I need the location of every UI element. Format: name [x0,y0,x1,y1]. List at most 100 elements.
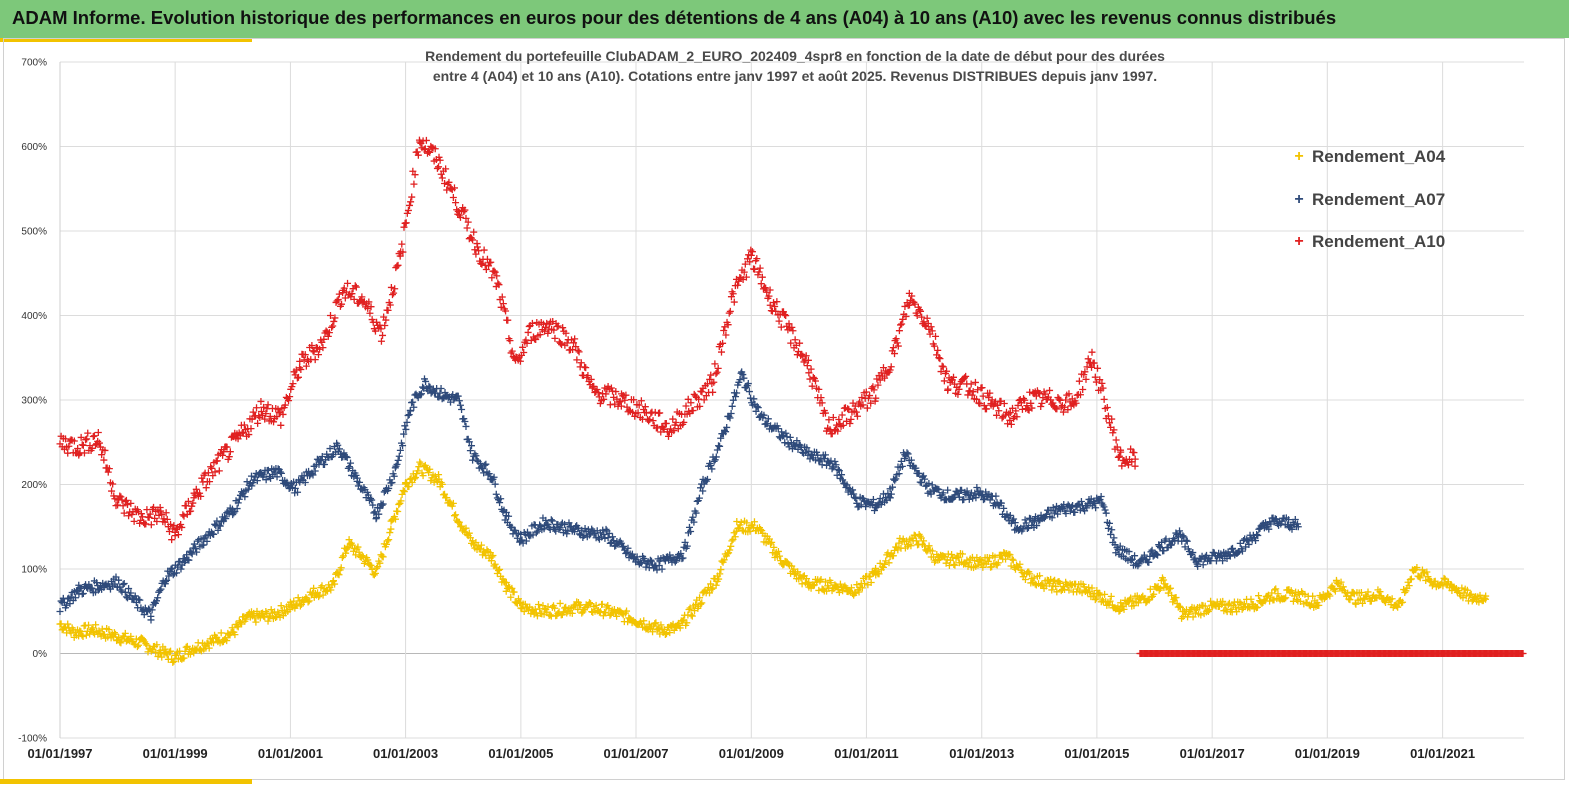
data-point [98,451,106,459]
data-point [405,411,413,419]
data-point [1021,576,1029,583]
data-point [216,522,224,530]
data-point [163,576,171,584]
data-point [1172,529,1180,537]
data-point [438,174,446,182]
data-point [145,605,153,613]
data-point [681,538,689,546]
data-point [435,393,443,401]
data-point [571,335,579,343]
data-point [677,549,685,557]
data-point [758,273,766,281]
data-point [105,465,113,473]
data-point [974,561,982,569]
data-point [886,494,894,502]
data-point [329,322,337,330]
data-point [720,556,728,564]
data-point [77,584,85,592]
data-point [1266,597,1274,605]
data-point [1199,561,1207,569]
data-point [997,499,1005,507]
data-point [487,258,495,266]
data-point [680,418,688,426]
data-point [977,492,985,500]
data-point [472,452,480,460]
data-point [1052,583,1060,591]
data-point [399,248,407,256]
data-point [886,366,894,374]
data-point [969,388,977,396]
data-point [484,471,492,479]
data-point [279,410,287,418]
data-point [755,268,763,276]
data-point [1158,538,1166,546]
data-point [789,327,797,335]
data-point [419,383,427,391]
data-point [108,487,116,495]
data-point [939,489,947,497]
data-point [809,373,817,381]
data-point [747,394,755,402]
data-point [207,463,215,471]
data-point [158,510,166,518]
data-point [373,564,381,572]
data-point [581,525,589,533]
data-point [354,543,362,551]
data-point [1125,548,1133,556]
data-point [610,605,618,613]
data-point [435,163,443,171]
data-point [599,526,607,534]
data-point [416,138,424,146]
data-point [563,339,571,347]
data-point [968,391,976,399]
data-point [1482,592,1490,600]
data-point [333,297,341,305]
data-point [729,396,737,404]
data-point [752,407,760,415]
x-tick-label: 01/01/2021 [1410,746,1475,761]
data-point [846,419,854,427]
data-point [450,184,458,192]
data-point [620,542,628,550]
data-point [1247,595,1255,603]
data-point [940,377,948,385]
data-point [355,548,363,556]
data-point [461,206,469,214]
data-point [1038,580,1046,588]
data-point [770,299,778,307]
data-point [565,519,573,527]
data-point [1294,523,1302,531]
x-tick-label: 01/01/2019 [1295,746,1360,761]
data-point [309,471,317,479]
data-point [1325,590,1333,598]
data-point [710,457,718,465]
data-point [881,560,889,568]
data-point [174,531,182,539]
data-point [562,329,570,337]
data-point [651,620,659,628]
data-point [276,613,284,621]
data-point [375,510,383,518]
data-point [442,165,450,173]
data-point [1110,534,1118,542]
data-point [469,236,477,244]
legend-marker-a07: + [1294,190,1304,208]
data-point [607,384,615,392]
data-point [696,594,704,602]
data-point [717,434,725,442]
data-point [617,402,625,410]
data-point [921,475,929,483]
data-point [1006,511,1014,519]
data-point [1263,592,1271,600]
data-point [1246,604,1254,612]
data-point [773,298,781,306]
data-point [1167,584,1175,592]
data-point [115,634,123,641]
data-point [867,399,875,407]
data-point [550,326,558,334]
data-point [84,429,92,437]
data-point [308,342,316,350]
data-point [154,652,162,660]
data-point [254,419,262,427]
data-point [1147,548,1155,556]
